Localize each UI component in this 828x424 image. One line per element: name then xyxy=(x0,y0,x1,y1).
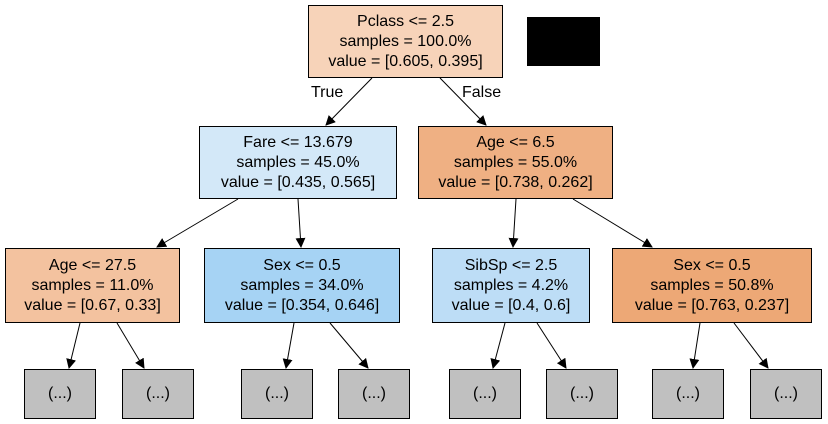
node-root-value: value = [0.605, 0.395] xyxy=(328,52,483,70)
node-right-left-value: value = [0.4, 0.6] xyxy=(451,296,571,314)
node-left: Fare <= 13.679 samples = 45.0% value = [… xyxy=(199,126,397,199)
node-left-left-samples: samples = 11.0% xyxy=(31,276,154,294)
tree-edge-arrow xyxy=(689,322,701,369)
node-left-left-split: Age <= 27.5 xyxy=(48,256,137,274)
node-left-value: value = [0.435, 0.565] xyxy=(220,173,376,191)
leaf-node: (...) xyxy=(24,369,96,419)
edge-label-true: True xyxy=(311,84,344,101)
node-right-samples: samples = 55.0% xyxy=(453,153,578,171)
node-right-right-samples: samples = 50.8% xyxy=(650,276,774,294)
redaction-box xyxy=(527,17,600,66)
leaf-node: (...) xyxy=(241,369,313,419)
node-left-left-value: value = [0.67, 0.33] xyxy=(24,296,161,314)
tree-edge-arrow xyxy=(572,198,653,248)
tree-edge-arrow xyxy=(439,77,487,126)
node-left-right: Sex <= 0.5 samples = 34.0% value = [0.35… xyxy=(204,248,400,323)
node-left-right-split: Sex <= 0.5 xyxy=(263,256,341,274)
leaf-node: (...) xyxy=(546,369,618,419)
node-root-samples: samples = 100.0% xyxy=(339,32,472,50)
leaf-node: (...) xyxy=(750,369,822,419)
node-right-right: Sex <= 0.5 samples = 50.8% value = [0.76… xyxy=(612,248,812,323)
leaf-node: (...) xyxy=(449,369,521,419)
tree-edge-arrow xyxy=(490,322,506,369)
tree-edge-arrow xyxy=(156,198,239,248)
node-right-left: SibSp <= 2.5 samples = 4.2% value = [0.4… xyxy=(432,248,590,323)
node-root: Pclass <= 2.5 samples = 100.0% value = [… xyxy=(308,5,503,78)
node-left-right-samples: samples = 34.0% xyxy=(240,276,364,294)
node-right-left-split: SibSp <= 2.5 xyxy=(464,256,558,274)
node-root-split: Pclass <= 2.5 xyxy=(357,12,454,30)
node-right-right-value: value = [0.763, 0.237] xyxy=(634,296,790,314)
node-right: Age <= 6.5 samples = 55.0% value = [0.73… xyxy=(418,126,613,199)
tree-edge-arrow xyxy=(116,322,145,369)
node-right-split: Age <= 6.5 xyxy=(476,133,555,151)
tree-edge-arrow xyxy=(536,322,567,369)
node-left-right-value: value = [0.354, 0.646] xyxy=(224,296,380,314)
edge-label-false: False xyxy=(462,84,502,101)
node-left-split: Fare <= 13.679 xyxy=(243,133,353,151)
tree-edge-arrow xyxy=(329,322,369,369)
node-right-right-split: Sex <= 0.5 xyxy=(673,256,751,274)
node-right-left-samples: samples = 4.2% xyxy=(453,276,569,294)
tree-edge-arrow xyxy=(66,322,81,369)
leaf-node: (...) xyxy=(122,369,194,419)
tree-edge-arrow xyxy=(508,198,519,248)
leaf-node: (...) xyxy=(338,369,410,419)
node-left-samples: samples = 45.0% xyxy=(236,153,360,171)
tree-edge-arrow xyxy=(295,198,306,248)
tree-edge-arrow xyxy=(282,322,295,369)
tree-edge-arrow xyxy=(733,322,769,369)
leaf-node: (...) xyxy=(652,369,724,419)
node-right-value: value = [0.738, 0.262] xyxy=(438,173,593,191)
node-left-left: Age <= 27.5 samples = 11.0% value = [0.6… xyxy=(5,248,180,323)
tree-edge-arrow xyxy=(325,77,373,126)
